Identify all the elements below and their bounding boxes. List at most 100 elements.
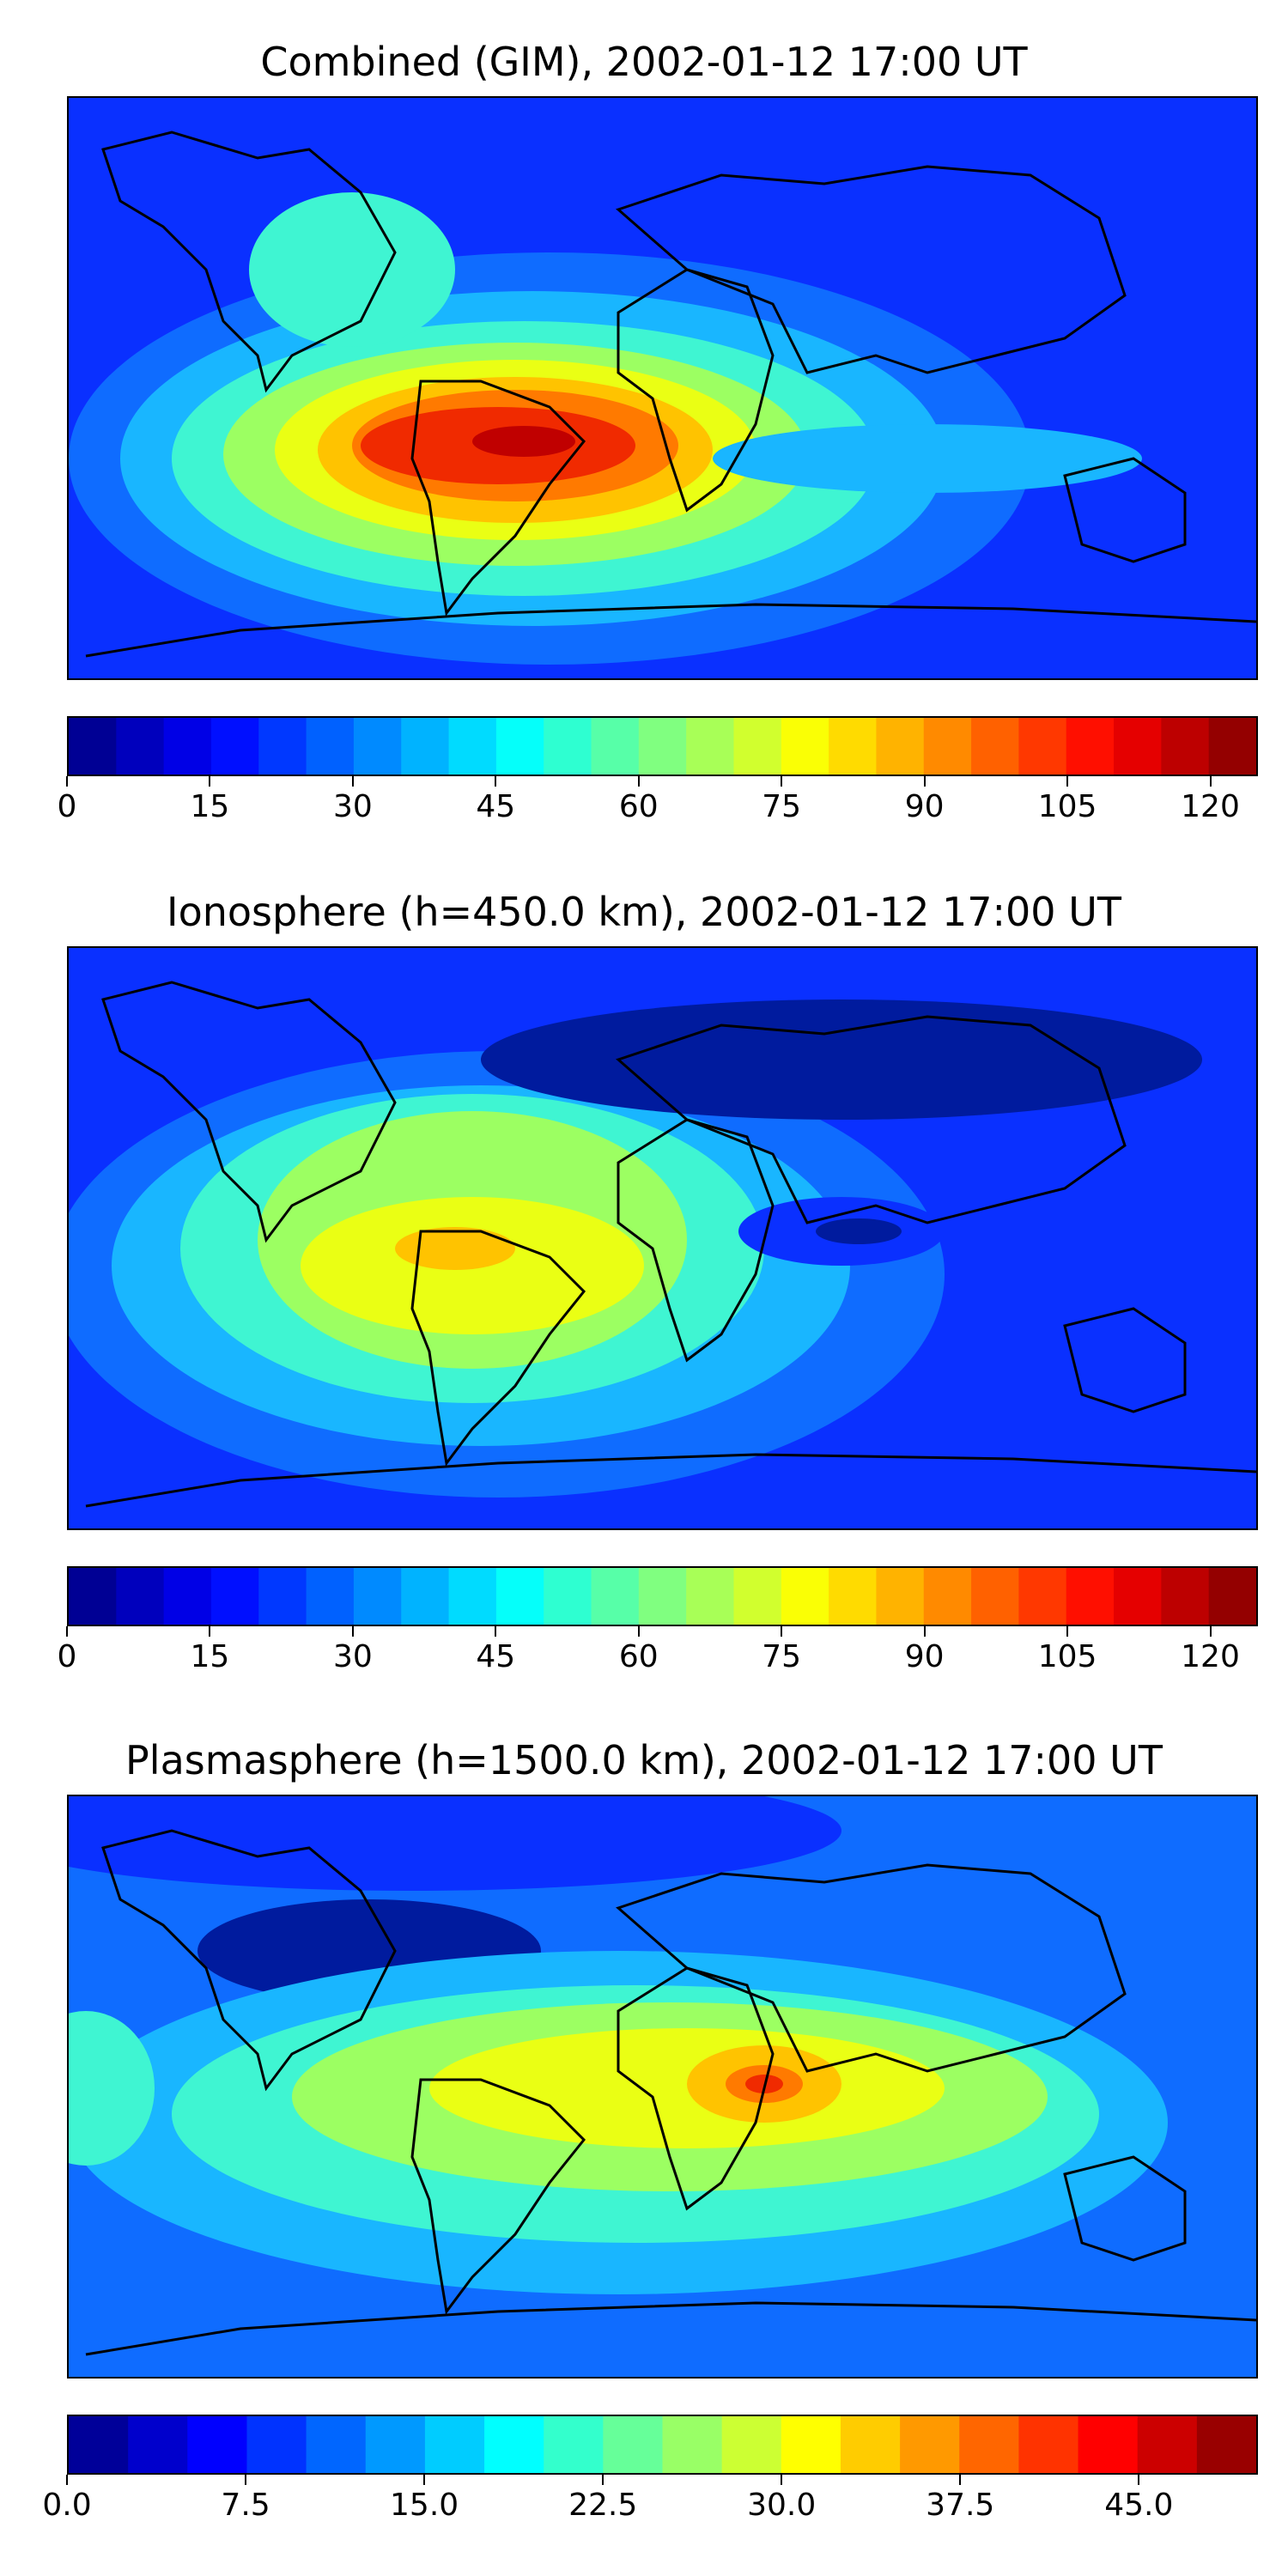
colorbar-tick-label: 30.0 [747, 2488, 817, 2523]
colorbar-swatch [69, 1568, 117, 1625]
colorbar-swatch [401, 1568, 450, 1625]
colorbar-swatch [258, 718, 307, 775]
colorbar-swatch [69, 2416, 129, 2473]
colorbar-swatch [1208, 1568, 1256, 1625]
colorbar-swatch [781, 718, 829, 775]
colorbar-swatch [733, 718, 782, 775]
colorbar-tick [1209, 1626, 1212, 1637]
colorbar-tick [1066, 1626, 1069, 1637]
colorbar-tick-label: 0.0 [42, 2488, 92, 2523]
colorbar-swatch [128, 2416, 188, 2473]
colorbar-swatch [1018, 718, 1067, 775]
colorbar-tick [495, 1626, 497, 1637]
colorbar-tick-label: 37.5 [926, 2488, 995, 2523]
colorbar-swatch [163, 718, 212, 775]
colorbar-tick [351, 776, 354, 787]
colorbar-swatch [721, 2416, 782, 2473]
colorbar-swatch [306, 718, 355, 775]
colorbar-swatch [187, 2416, 248, 2473]
colorbar-tick-label: 45 [476, 1639, 516, 1674]
colorbar-swatch [116, 718, 165, 775]
colorbar-tick [923, 1626, 926, 1637]
colorbar-swatch [591, 1568, 640, 1625]
colorbar-swatch [258, 1568, 307, 1625]
colorbar-swatch [900, 2416, 960, 2473]
colorbar-tick-label: 30 [332, 1639, 373, 1674]
colorbar-tick [66, 776, 68, 787]
colorbar-swatch [544, 1568, 592, 1625]
colorbar-swatch [365, 2416, 426, 2473]
colorbar-tick-label: 45 [476, 789, 516, 824]
colorbar-swatch [495, 1568, 544, 1625]
colorbar-swatch [1114, 718, 1162, 775]
colorbar-tick-label: 120 [1181, 789, 1240, 824]
colorbar-tick-label: 105 [1037, 1639, 1097, 1674]
colorbar-swatch [638, 1568, 687, 1625]
colorbar-tick-label: 45.0 [1104, 2488, 1174, 2523]
colorbar-swatch [686, 718, 735, 775]
colorbar-swatch [484, 2416, 544, 2473]
colorbar-swatch [1208, 718, 1256, 775]
colorbar-swatch [495, 718, 544, 775]
panel-title-plasmasphere: Plasmasphere (h=1500.0 km), 2002-01-12 1… [125, 1737, 1163, 1783]
colorbar-swatch [448, 718, 497, 775]
contour-fill-layer [69, 1796, 1168, 2294]
colorbar-swatch [306, 2416, 367, 2473]
coastlines [85, 981, 1256, 1508]
colorbar-swatch [401, 718, 450, 775]
colorbar-swatch [544, 2416, 604, 2473]
colorbar-tick-label: 90 [904, 789, 945, 824]
colorbar-tick [209, 776, 211, 787]
colorbar-tick-label: 90 [904, 1639, 945, 1674]
colorbar-tick-label: 15 [190, 789, 230, 824]
colorbar-tick [66, 1626, 68, 1637]
colorbar-tick [602, 2475, 605, 2485]
colorbar-tick [209, 1626, 211, 1637]
colorbar-swatch [1161, 1568, 1210, 1625]
colorbar-swatch [686, 1568, 735, 1625]
colorbar-tick [1138, 2475, 1140, 2485]
colorbar-swatch [829, 718, 878, 775]
colorbar-tick-label: 105 [1037, 789, 1097, 824]
colorbar-tick [1209, 776, 1212, 787]
colorbar-swatch [1114, 1568, 1162, 1625]
colorbar-swatch [959, 2416, 1019, 2473]
colorbar-swatch [116, 1568, 165, 1625]
colorbar-combined [67, 716, 1258, 776]
colorbar-swatch [733, 1568, 782, 1625]
map-combined [67, 96, 1258, 680]
map-ionosphere [67, 946, 1258, 1530]
colorbar-swatch [603, 2416, 664, 2473]
colorbar-tick-label: 7.5 [221, 2488, 270, 2523]
colorbar-tick [637, 1626, 640, 1637]
colorbar-swatch [1137, 2416, 1198, 2473]
colorbar-swatch [306, 1568, 355, 1625]
colorbar-swatch [544, 718, 592, 775]
colorbar-tick-label: 15.0 [390, 2488, 459, 2523]
contour-fill-layer [69, 999, 1202, 1498]
colorbar-tick [351, 1626, 354, 1637]
colorbar-plasmasphere [67, 2415, 1258, 2475]
colorbar-swatch [210, 718, 259, 775]
colorbar-swatch [69, 718, 117, 775]
colorbar-tick-label: 60 [618, 1639, 659, 1674]
colorbar-tick [781, 2475, 783, 2485]
colorbar-swatch [829, 1568, 878, 1625]
colorbar-tick [423, 2475, 426, 2485]
colorbar-swatch [781, 1568, 829, 1625]
colorbar-tick [781, 776, 783, 787]
colorbar-tick-label: 75 [762, 789, 802, 824]
colorbar-swatch [424, 2416, 485, 2473]
colorbar-swatch [971, 718, 1019, 775]
colorbar-tick [245, 2475, 247, 2485]
colorbar-swatch [923, 718, 972, 775]
colorbar-tick-label: 75 [762, 1639, 802, 1674]
coastlines [85, 131, 1256, 658]
colorbar-swatch [662, 2416, 723, 2473]
colorbar-swatch [353, 1568, 402, 1625]
colorbar-swatch [876, 718, 925, 775]
colorbar-tick-label: 60 [618, 789, 659, 824]
colorbar-swatch [1018, 1568, 1067, 1625]
colorbar-swatch [448, 1568, 497, 1625]
colorbar-ionosphere [67, 1566, 1258, 1626]
